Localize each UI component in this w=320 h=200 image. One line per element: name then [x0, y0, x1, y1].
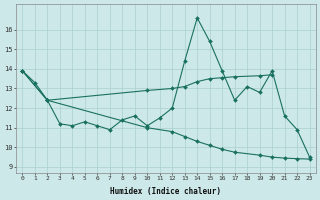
X-axis label: Humidex (Indice chaleur): Humidex (Indice chaleur): [110, 187, 221, 196]
